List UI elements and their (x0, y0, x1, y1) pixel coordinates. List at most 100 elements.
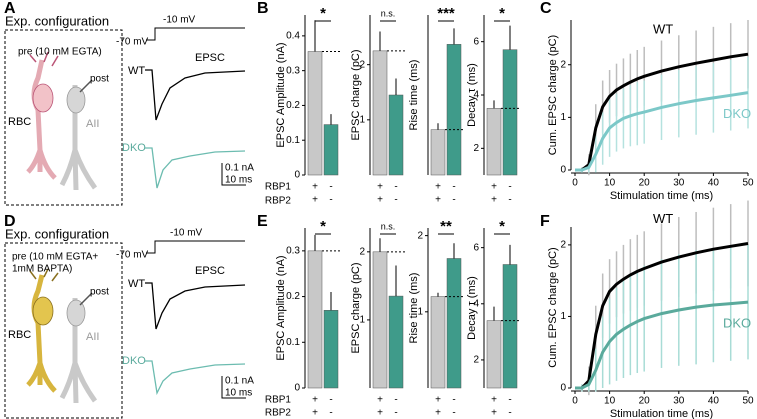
legend-label: WT (653, 22, 673, 37)
significance-label: n.s. (381, 8, 396, 18)
hold-label: -70 mV (116, 37, 149, 48)
hold-label: -70 mV (116, 250, 149, 261)
series-line (575, 91, 749, 172)
significance-label: * (499, 218, 505, 235)
genotype-sign: + (377, 408, 383, 419)
x-tick-label: 10 (604, 178, 616, 189)
x-tick-label: 0 (572, 396, 578, 407)
genotype-sign: - (329, 195, 332, 206)
bar (446, 258, 462, 389)
bar (388, 94, 404, 176)
genotype-sign: + (491, 195, 497, 206)
bar (323, 310, 339, 389)
y-tick-label: 1 (560, 311, 566, 322)
rbp-row-label: RBP1 (265, 182, 292, 193)
y-tick-label: 2 (359, 59, 365, 70)
panel-letter: F (540, 213, 550, 230)
pre-label: pre (10 mM EGTA+ (12, 252, 98, 263)
genotype-sign: + (435, 408, 441, 419)
scale-x-label: 10 ms (225, 175, 252, 186)
trace-title: EPSC (195, 265, 225, 277)
rbc-label: RBC (8, 116, 31, 128)
x-tick-label: 40 (708, 396, 720, 407)
genotype-sign: - (329, 408, 332, 419)
post-label: post (90, 74, 109, 85)
dashed-box (4, 242, 123, 419)
genotype-sign: - (452, 395, 455, 406)
y-tick-label: 1 (359, 315, 365, 326)
y-tick-label: 2 (417, 230, 423, 241)
y-tick-label: 4 (473, 298, 479, 309)
genotype-sign: + (435, 395, 441, 406)
y-tick-label: 0.3 (286, 65, 300, 76)
bar (307, 51, 323, 176)
panel-letter: A (4, 0, 16, 17)
wt-trace-label: WT (128, 65, 145, 77)
y-axis-label: Decay τ (ms) (466, 63, 478, 127)
genotype-sign: + (312, 195, 318, 206)
diagram-a: pre (10 mM EGTA) post RBC AII Exp. confi… (4, 13, 254, 206)
significance-label: * (320, 218, 326, 235)
genotype-sign: + (491, 408, 497, 419)
genotype-sign: + (377, 182, 383, 193)
y-tick-label: 0 (560, 383, 566, 394)
series-line (575, 300, 749, 390)
significance-label: * (320, 5, 326, 22)
y-tick-label: 0.3 (286, 245, 300, 256)
aii-soma (66, 86, 86, 114)
wt-trace (145, 282, 246, 330)
rbc-cell (26, 274, 57, 393)
genotype-sign: + (435, 182, 441, 193)
y-tick-label: 2 (473, 355, 479, 366)
wt-trace (145, 69, 246, 121)
dko-trace (145, 360, 246, 396)
genotype-sign: - (394, 195, 397, 206)
y-tick-label: 0.2 (286, 291, 300, 302)
diagram-title: Exp. configuration (5, 13, 109, 28)
aii-cell (59, 298, 98, 404)
aii-cell (59, 85, 98, 191)
genotype-sign: - (452, 195, 455, 206)
y-tick-label: 2 (359, 246, 365, 257)
y-tick-label: 4 (473, 90, 479, 101)
x-axis-label: Stimulation time (ms) (610, 190, 713, 202)
genotype-sign: + (491, 395, 497, 406)
step-label: -10 mV (163, 15, 196, 26)
y-tick-label: 1 (417, 306, 423, 317)
y-axis-label: Decay τ (ms) (466, 276, 478, 340)
dko-trace-label: DKO (122, 142, 146, 154)
scale-bar (221, 163, 246, 186)
y-axis-label: EPSC charge (pC) (350, 262, 362, 353)
genotype-sign: + (377, 395, 383, 406)
x-tick-label: 50 (742, 178, 754, 189)
post-label: post (90, 287, 109, 298)
rbp-row-label: RBP2 (265, 196, 292, 207)
y-tick-label: 0.2 (286, 100, 300, 111)
genotype-sign: + (312, 408, 318, 419)
genotype-sign: + (491, 182, 497, 193)
y-tick-label: 1 (560, 112, 566, 123)
aii-label: AII (86, 331, 99, 343)
scale-x-label: 10 ms (225, 388, 252, 399)
bar (502, 49, 518, 176)
pre-label: pre (10 mM EGTA) (18, 47, 102, 58)
panel-letter: D (4, 213, 16, 230)
pipette-pre (29, 51, 59, 67)
scale-y-label: 0.1 nA (225, 163, 254, 174)
pipette-post (79, 292, 93, 306)
x-tick-label: 20 (639, 178, 651, 189)
genotype-sign: - (508, 408, 511, 419)
x-tick-label: 10 (604, 396, 616, 407)
pipette-post (79, 79, 93, 93)
aii-soma (66, 299, 86, 327)
bar (372, 50, 388, 176)
x-tick-label: 0 (572, 178, 578, 189)
y-tick-label: 0.1 (286, 135, 300, 146)
dashed-box (4, 29, 123, 206)
significance-label: n.s. (381, 221, 396, 231)
pre-label: 1mM BAPTA) (12, 264, 72, 275)
panel-letter: E (257, 213, 268, 230)
series-line (575, 52, 749, 172)
x-tick-label: 50 (742, 396, 754, 407)
